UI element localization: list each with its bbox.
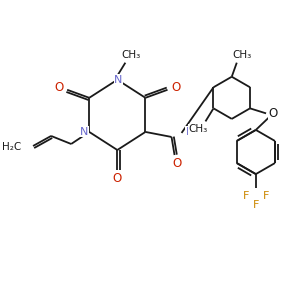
Text: CH₃: CH₃ [189,124,208,134]
Text: O: O [55,81,64,94]
Text: NH: NH [186,127,202,137]
Text: F: F [243,191,249,201]
Text: CH₃: CH₃ [122,50,141,60]
Text: O: O [113,172,122,184]
Text: CH₃: CH₃ [232,50,251,60]
Text: N: N [114,75,122,85]
Text: F: F [263,191,269,201]
Text: F: F [253,200,259,210]
Text: O: O [172,157,181,169]
Text: N: N [80,127,88,137]
Text: O: O [268,107,278,120]
Text: H₂C: H₂C [2,142,21,152]
Text: O: O [171,81,180,94]
